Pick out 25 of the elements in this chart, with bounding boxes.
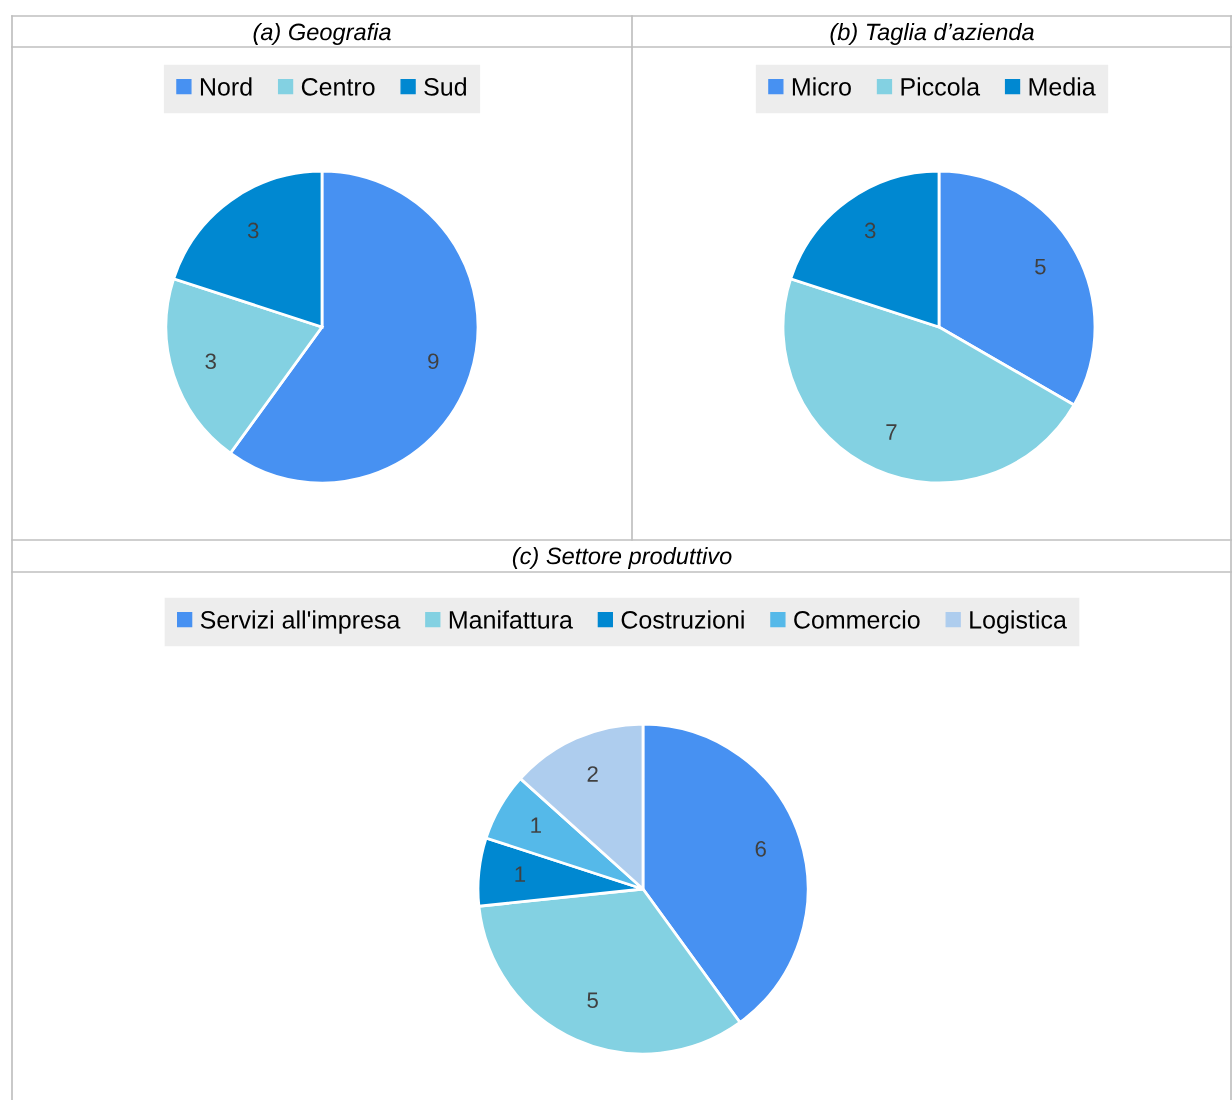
data-label: 2 [587,766,598,782]
legend-label: Centro [301,78,375,96]
data-label: 9 [428,353,439,370]
data-label: 1 [531,817,541,833]
legend-label: Piccola [901,77,981,96]
data-label: 3 [205,353,216,370]
chart-title: (a) Geografia [253,23,391,45]
legend-label: Nord [200,77,252,96]
legend-label: Micro [792,77,851,96]
data-label: 5 [587,992,598,1009]
data-label: 3 [864,222,876,239]
chart-title: (c) Settore produttivo [512,546,732,570]
legend-label: Media [1029,77,1096,96]
legend-label: Costruzioni [621,610,744,629]
data-label: 6 [755,840,766,857]
legend-label: Logistica [970,610,1067,634]
data-label: 3 [247,222,259,239]
legend-label: Sud [424,77,466,96]
data-label: 7 [886,424,897,440]
data-label: 5 [1035,258,1046,275]
chart-title: (b) Taglia d’azienda [830,23,1034,45]
data-label: 1 [515,866,526,882]
legend-label: Manifattura [449,610,573,629]
legend-label: Servizi all'impresa [200,610,401,634]
legend-label: Commercio [794,610,920,629]
